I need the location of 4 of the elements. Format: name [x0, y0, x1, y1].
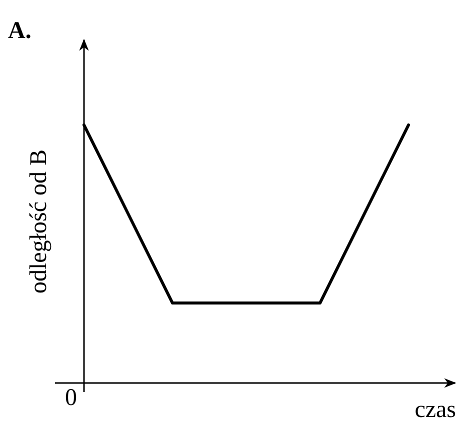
y-axis-title: odległość od B [26, 150, 52, 294]
chart-title: A. [8, 18, 32, 44]
text: 0 [65, 385, 77, 411]
x-axis-title: czas [414, 397, 456, 423]
